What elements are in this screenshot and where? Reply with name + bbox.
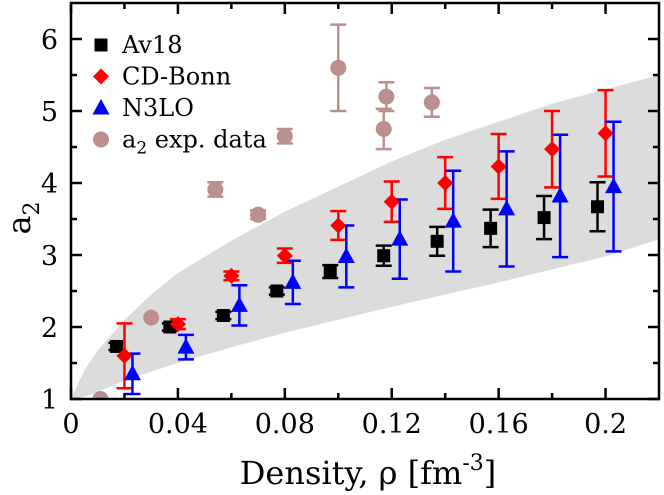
data-point-circle-7 <box>375 121 392 137</box>
legend-label: N3LO <box>122 94 194 122</box>
data-point-circle-6 <box>330 59 347 76</box>
data-point-square-7 <box>430 234 444 248</box>
legend-entry-circle: a2 exp. data <box>93 126 267 159</box>
data-point-diamond-2 <box>169 316 186 333</box>
legend-marker-diamond <box>93 68 109 85</box>
data-point-triangle-4 <box>284 273 302 289</box>
y-axis-label: a <box>0 215 38 234</box>
data-point-square-3 <box>216 308 230 322</box>
legend-entry-diamond: CD-Bonn <box>93 63 231 91</box>
data-point-square-4 <box>270 284 284 298</box>
data-point-square-8 <box>484 221 498 235</box>
data-point-circle-9 <box>423 94 440 111</box>
data-point-square-9 <box>537 211 551 225</box>
legend-entry-triangle: N3LO <box>92 94 194 122</box>
data-point-triangle-1 <box>123 364 141 381</box>
y-tick-label: 3 <box>41 241 58 272</box>
legend-label: CD-Bonn <box>122 63 231 91</box>
data-point-square-5 <box>323 265 337 279</box>
y-axis-title: a2 <box>0 201 45 234</box>
legend-label: Av18 <box>121 31 182 59</box>
legend-marker-square <box>94 38 108 52</box>
data-point-triangle-5 <box>337 247 355 263</box>
data-point-triangle-10 <box>605 177 623 194</box>
x-tick-label: 0.12 <box>362 409 422 440</box>
x-tick-label: 0.08 <box>255 409 315 440</box>
data-point-triangle-2 <box>177 338 195 354</box>
y-axis-label-sub: 2 <box>20 201 45 215</box>
x-tick-label: 0.04 <box>148 409 208 440</box>
y-tick-label: 2 <box>41 313 58 344</box>
plot-frame <box>69 1 661 401</box>
data-point-triangle-8 <box>498 199 516 216</box>
data-point-triangle-6 <box>391 230 409 246</box>
y-tick-label: 5 <box>41 97 58 128</box>
data-point-circle-1 <box>92 391 109 399</box>
data-point-diamond-8 <box>490 158 507 175</box>
data-point-circle-2 <box>143 309 160 326</box>
x-axis-title: Density, ρ [fm-3] <box>240 451 496 492</box>
data-point-circle-8 <box>378 88 395 105</box>
x-tick-label: 0.2 <box>584 409 627 440</box>
data-point-square-10 <box>591 200 605 214</box>
data-point-triangle-9 <box>551 186 569 203</box>
data-point-circle-3 <box>207 181 224 198</box>
x-axis-label-end: ] <box>484 454 496 492</box>
data-point-diamond-4 <box>276 247 293 264</box>
legend-label: a2 exp. data <box>122 126 267 159</box>
data-point-square-1 <box>109 339 123 353</box>
x-tick-label: 0 <box>62 409 79 440</box>
data-point-circle-5 <box>276 128 293 145</box>
data-point-diamond-6 <box>383 193 400 210</box>
x-axis-label-sup: -3 <box>462 451 483 476</box>
legend-marker-circle <box>93 131 109 148</box>
data-point-triangle-7 <box>444 212 462 228</box>
data-point-diamond-1 <box>116 347 133 364</box>
data-point-diamond-5 <box>330 217 347 234</box>
uncertainty-band <box>71 75 659 399</box>
data-point-circle-4 <box>250 206 267 223</box>
data-point-triangle-3 <box>230 296 248 312</box>
legend-marker-triangle <box>92 99 110 115</box>
y-tick-label: 6 <box>41 25 58 56</box>
data-point-diamond-3 <box>223 267 240 284</box>
data-point-diamond-9 <box>544 141 561 158</box>
data-point-square-6 <box>377 249 391 263</box>
x-tick-label: 0.16 <box>469 409 529 440</box>
data-point-diamond-10 <box>597 125 614 142</box>
legend-entry-square: Av18 <box>94 31 182 59</box>
y-tick-label: 1 <box>41 385 58 416</box>
x-axis-label: Density, ρ [fm <box>240 454 463 492</box>
data-point-diamond-7 <box>437 175 454 191</box>
y-tick-label: 4 <box>41 169 58 200</box>
